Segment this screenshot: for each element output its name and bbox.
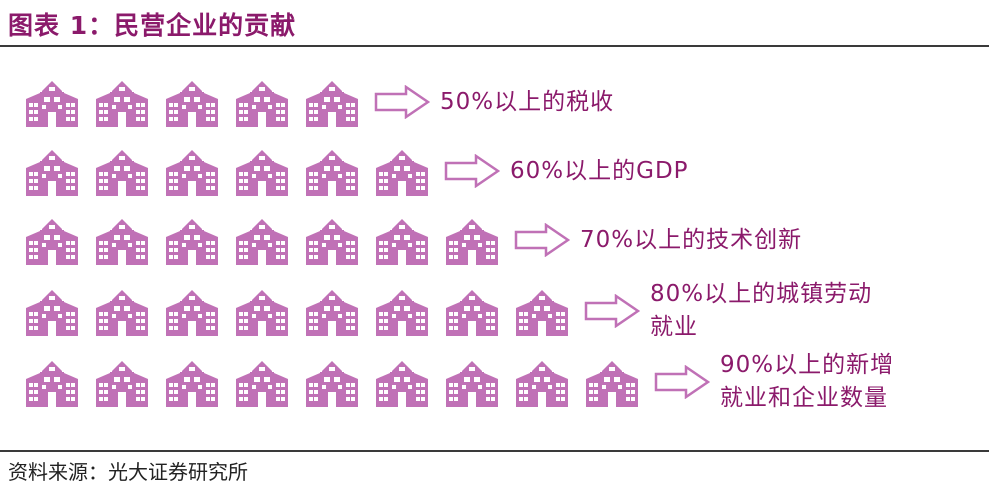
building-icon <box>94 215 150 265</box>
arrow-right-icon <box>374 85 430 119</box>
building-icon <box>234 215 290 265</box>
contribution-label: 80%以上的城镇劳动 就业 <box>650 278 872 344</box>
building-icon <box>304 146 360 196</box>
building-icon <box>234 146 290 196</box>
building-icon <box>24 357 80 407</box>
contribution-label: 90%以上的新增 就业和企业数量 <box>720 349 894 415</box>
building-icon <box>94 146 150 196</box>
label-line-1: 70%以上的技术创新 <box>580 226 803 253</box>
building-icon <box>94 77 150 127</box>
contribution-label: 60%以上的GDP <box>510 155 689 188</box>
contribution-row: 70%以上的技术创新 <box>24 210 802 270</box>
contribution-row: 60%以上的GDP <box>24 141 689 201</box>
label-line-1: 60%以上的GDP <box>510 157 689 184</box>
building-icon <box>304 77 360 127</box>
building-icon <box>94 286 150 336</box>
contribution-row: 50%以上的税收 <box>24 72 614 132</box>
building-icon <box>24 77 80 127</box>
building-icon <box>304 286 360 336</box>
arrow-right-icon <box>514 223 570 257</box>
figure-title: 图表 1：民营企业的贡献 <box>8 11 297 40</box>
building-icon <box>444 357 500 407</box>
building-icon <box>94 357 150 407</box>
building-icon <box>24 215 80 265</box>
label-line-1: 80%以上的城镇劳动 <box>650 281 873 307</box>
bottom-divider <box>0 450 989 452</box>
building-icon <box>584 357 640 407</box>
building-icon <box>374 146 430 196</box>
building-icon <box>304 357 360 407</box>
building-icon <box>164 146 220 196</box>
building-icon <box>234 357 290 407</box>
arrow-right-icon <box>584 294 640 328</box>
building-icon <box>164 77 220 127</box>
building-icon <box>444 286 500 336</box>
arrow-right-icon <box>654 365 710 399</box>
label-line-2: 就业 <box>650 314 698 340</box>
building-icon <box>514 286 570 336</box>
label-line-1: 50%以上的税收 <box>440 88 615 115</box>
building-icon <box>374 357 430 407</box>
building-icon <box>24 286 80 336</box>
label-line-2: 就业和企业数量 <box>720 385 888 411</box>
building-icon <box>514 357 570 407</box>
building-icon <box>374 215 430 265</box>
top-divider <box>0 45 989 47</box>
building-icon <box>24 146 80 196</box>
building-icon <box>164 215 220 265</box>
building-icon <box>444 215 500 265</box>
building-icon <box>164 286 220 336</box>
building-icon <box>374 286 430 336</box>
building-icon <box>164 357 220 407</box>
label-line-1: 90%以上的新增 <box>720 352 895 378</box>
contribution-label: 70%以上的技术创新 <box>580 224 802 257</box>
contribution-row: 90%以上的新增 就业和企业数量 <box>24 352 894 412</box>
building-icon <box>304 215 360 265</box>
arrow-right-icon <box>444 154 500 188</box>
contribution-row: 80%以上的城镇劳动 就业 <box>24 281 872 341</box>
source-note: 资料来源：光大证券研究所 <box>8 460 248 484</box>
contribution-label: 50%以上的税收 <box>440 86 614 119</box>
building-icon <box>234 286 290 336</box>
building-icon <box>234 77 290 127</box>
